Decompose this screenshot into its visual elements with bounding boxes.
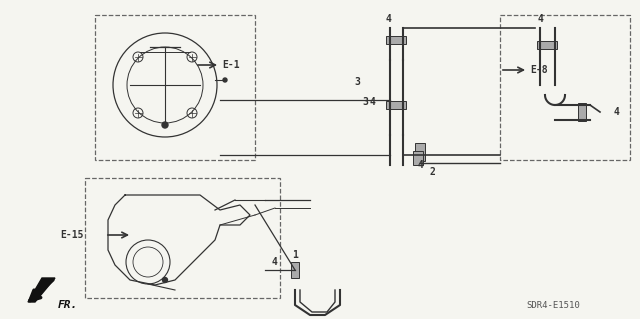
Text: 4: 4 — [272, 257, 278, 267]
Text: 4: 4 — [614, 107, 620, 117]
Text: 2: 2 — [430, 167, 436, 177]
Bar — [386, 101, 406, 109]
Bar — [578, 103, 586, 121]
Bar — [415, 143, 425, 161]
Text: 4: 4 — [385, 14, 391, 24]
Text: 1: 1 — [292, 250, 298, 260]
Bar — [537, 41, 557, 49]
Text: E-1: E-1 — [222, 60, 239, 70]
Bar — [291, 262, 299, 278]
Text: 4: 4 — [537, 14, 543, 24]
Text: E-15: E-15 — [60, 230, 83, 240]
Bar — [85, 178, 280, 298]
Bar — [413, 151, 423, 165]
Circle shape — [163, 278, 168, 283]
Text: E-8: E-8 — [530, 65, 548, 75]
Text: 4: 4 — [417, 160, 423, 170]
Bar — [500, 15, 630, 160]
Bar — [95, 15, 255, 160]
Circle shape — [162, 122, 168, 128]
Circle shape — [223, 78, 227, 82]
Text: 3: 3 — [354, 77, 360, 87]
Text: FR.: FR. — [58, 300, 78, 310]
Text: 4: 4 — [369, 97, 375, 107]
Bar — [386, 36, 406, 44]
Polygon shape — [28, 278, 55, 302]
Text: 3: 3 — [362, 97, 368, 107]
Text: SDR4-E1510: SDR4-E1510 — [526, 301, 580, 310]
